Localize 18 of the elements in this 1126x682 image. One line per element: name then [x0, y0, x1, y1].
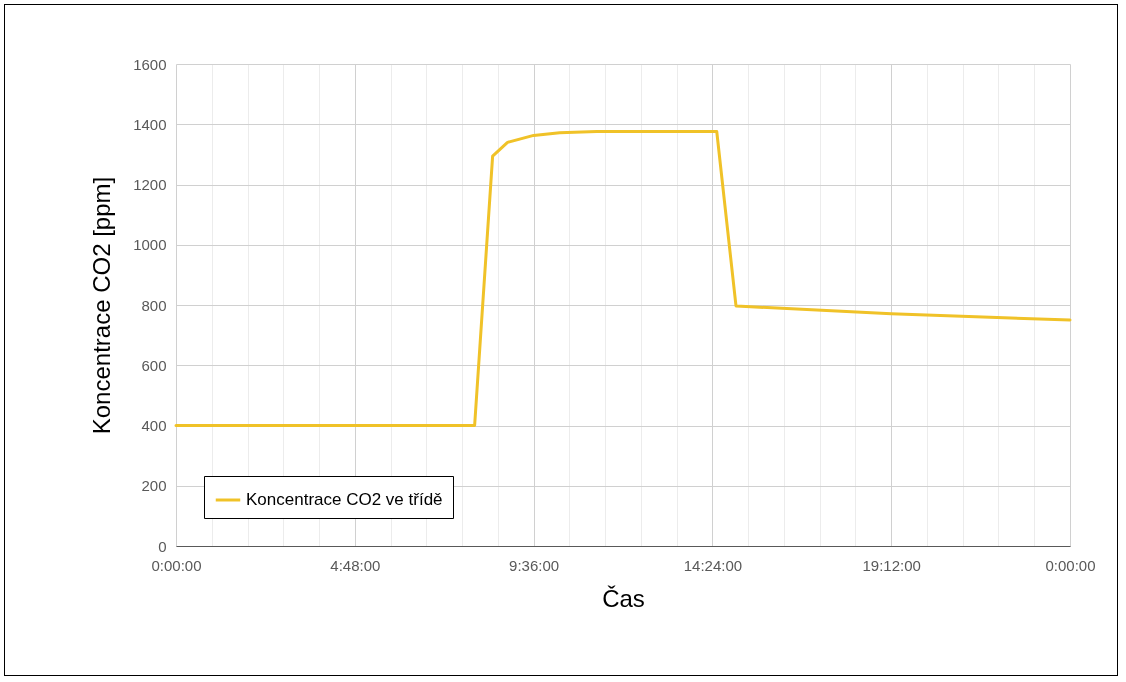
- y-axis-title: Koncentrace CO2 [ppm]: [88, 176, 116, 435]
- y-tick-label: 1600: [133, 55, 167, 73]
- y-tick-label: 0: [158, 537, 167, 555]
- x-tick-label: 14:24:00: [683, 556, 743, 574]
- y-tick-label: 1200: [133, 176, 167, 193]
- x-tick-label: 4:48:00: [330, 556, 381, 574]
- y-tick-label: 1400: [133, 115, 167, 133]
- y-tick-label: 800: [141, 296, 167, 314]
- legend-label: Koncentrace CO2 ve třídě: [246, 490, 443, 509]
- x-tick-label: 0:00:00: [1045, 556, 1096, 574]
- x-tick-label: 0:00:00: [151, 556, 202, 574]
- y-tick-label: 1000: [133, 236, 167, 254]
- x-tick-label: 19:12:00: [862, 556, 921, 574]
- x-axis-title: Čas: [602, 584, 645, 612]
- y-tick-label: 200: [141, 477, 167, 495]
- y-tick-label: 600: [141, 356, 167, 374]
- x-tick-label: 9:36:00: [509, 556, 560, 574]
- y-tick-label: 400: [141, 417, 167, 434]
